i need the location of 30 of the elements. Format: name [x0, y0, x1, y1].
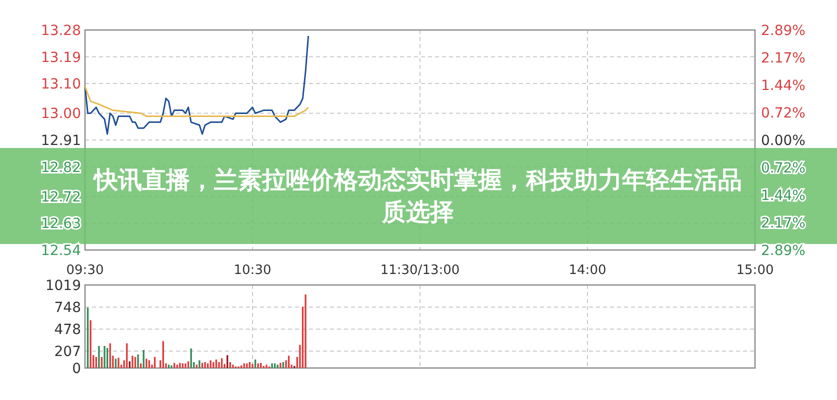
- y-tick-label: 13.00: [40, 106, 81, 122]
- y-tick-label: 12.82: [40, 160, 81, 176]
- x-tick-label: 10:30: [234, 263, 272, 278]
- y2-tick-label: 0.00%: [761, 133, 806, 149]
- y-tick-label: 1019: [45, 278, 81, 294]
- y-tick-label: 748: [54, 300, 81, 316]
- y2-tick-label: 2.89%: [761, 243, 806, 259]
- line-series: [84, 86, 310, 117]
- x-tick-label: 15:00: [736, 263, 774, 278]
- x-tick-label: 11:30/13:00: [380, 263, 460, 278]
- y-tick-label: 12.72: [40, 189, 81, 206]
- y-tick-label: 12.63: [40, 216, 81, 232]
- y2-tick-label: 2.17%: [761, 50, 806, 66]
- x-tick-label: 14:00: [568, 263, 606, 278]
- y-tick-label: 13.28: [40, 23, 81, 39]
- y2-tick-label: 2.17%: [761, 216, 806, 232]
- x-tick-label: 09:30: [66, 263, 104, 278]
- y2-tick-label: 1.44%: [761, 78, 806, 94]
- y-tick-label: 13.19: [40, 50, 81, 66]
- line-series: [84, 35, 310, 135]
- y2-tick-label: 0.72%: [761, 106, 806, 122]
- y-tick-label: 12.91: [40, 133, 81, 149]
- y2-tick-label: 1.44%: [761, 188, 806, 204]
- y-tick-label: 13.10: [40, 76, 81, 93]
- y2-tick-label: 2.89%: [761, 23, 806, 39]
- y-tick-label: 12.54: [40, 243, 82, 259]
- y2-tick-label: 0.72%: [761, 160, 806, 176]
- y-tick-label: 0: [72, 361, 81, 377]
- y-tick-label: 478: [54, 322, 81, 338]
- y-tick-label: 207: [54, 344, 81, 360]
